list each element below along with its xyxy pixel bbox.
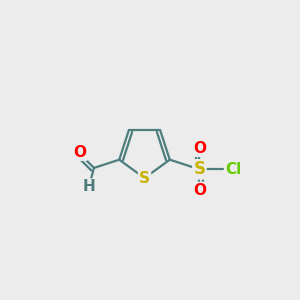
Text: Cl: Cl [226, 162, 242, 177]
Text: S: S [194, 160, 206, 178]
Text: O: O [193, 141, 206, 156]
Text: O: O [74, 145, 87, 160]
Text: O: O [193, 183, 206, 198]
Text: H: H [83, 179, 96, 194]
Text: S: S [139, 171, 150, 186]
